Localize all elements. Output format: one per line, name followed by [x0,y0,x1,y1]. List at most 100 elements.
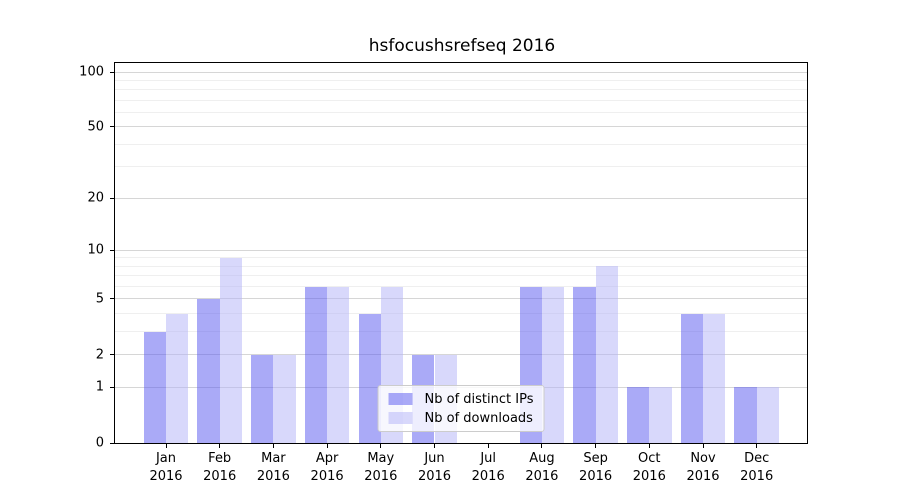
y-tick-mark [110,249,114,251]
bar-apr-distinct-ips [304,286,328,443]
legend-label-distinct-ips: Nb of distinct IPs [424,391,534,407]
bar-apr-downloads [327,286,350,443]
x-tick-label-year: 2016 [256,469,290,484]
x-tick-label-year: 2016 [632,469,666,484]
minor-gridline [115,79,807,81]
x-tick-label-month: Apr [315,451,339,466]
minor-gridline [115,144,807,145]
x-tick-label-month: Jun [424,451,445,466]
x-tick-mark [272,444,274,448]
y-tick-mark [110,197,114,199]
y-tick-mark [110,71,114,73]
x-tick-label-month: May [367,451,395,466]
bar-jan-downloads [166,313,189,443]
y-tick-label: 5 [95,291,104,307]
y-tick-label: 100 [79,64,104,80]
legend-item-downloads: Nb of downloads [388,410,534,426]
x-tick-label-year: 2016 [740,469,774,484]
minor-gridline [115,257,807,259]
legend-item-distinct-ips: Nb of distinct IPs [388,391,534,407]
x-tick-label: May 2016 [364,450,397,486]
x-tick-label: Nov 2016 [686,450,719,486]
x-tick-mark [648,444,650,448]
bar-mar-downloads [273,354,296,443]
y-tick-label: 20 [87,190,104,206]
x-tick-label: Mar 2016 [257,450,290,486]
legend-swatch-downloads-icon [388,412,413,424]
y-tick-label: 0 [95,435,104,451]
minor-gridline [115,286,807,288]
y-tick-mark [110,126,114,128]
x-tick-label-year: 2016 [579,469,613,484]
major-gridline [115,298,807,300]
x-tick-label-year: 2016 [310,469,344,484]
x-tick-label: Feb 2016 [203,450,236,486]
x-tick-mark [326,444,328,448]
y-tick-label: 2 [95,347,104,363]
y-tick-mark [110,386,114,388]
legend: Nb of distinct IPs Nb of downloads [377,385,545,432]
bar-feb-downloads [219,257,242,443]
x-tick-mark [434,444,435,448]
x-tick-label-month: Aug [529,451,555,466]
bar-oct-distinct-ips [627,387,650,443]
x-tick-label-month: Feb [208,451,232,466]
y-tick-mark [110,354,114,356]
legend-swatch-distinct-ips-icon [388,393,413,405]
bar-aug-downloads [541,286,565,443]
minor-gridline [115,331,807,333]
x-tick-mark [756,444,758,448]
bar-sep-distinct-ips [573,286,596,443]
x-tick-label-month: Jan [155,451,177,466]
x-tick-label-month: Mar [261,451,286,466]
major-gridline [115,71,807,73]
bar-may-distinct-ips [358,313,381,443]
x-tick-label-month: Jul [480,451,497,466]
x-tick-mark [702,444,704,448]
x-tick-label-year: 2016 [364,469,398,484]
x-tick-label: Jun 2016 [418,450,451,486]
x-tick-mark [487,444,489,448]
x-tick-label-year: 2016 [203,469,237,484]
legend-label-downloads: Nb of downloads [424,410,533,426]
bar-oct-downloads [649,387,672,443]
x-tick-mark [595,444,597,448]
minor-gridline [115,89,807,91]
x-tick-label: Dec 2016 [740,450,773,486]
bar-jan-distinct-ips [143,331,166,443]
x-tick-mark [541,444,543,448]
x-tick-mark [165,444,167,448]
bar-sep-downloads [595,266,618,443]
major-gridline [115,126,807,128]
minor-gridline [115,112,807,114]
x-tick-label: Jan 2016 [149,450,182,486]
x-tick-label-year: 2016 [525,469,559,484]
y-tick-label: 1 [95,379,104,395]
x-tick-label-month: Dec [744,451,770,466]
major-gridline [115,197,807,199]
plot-area: Nb of distinct IPs Nb of downloads [114,62,808,444]
x-tick-mark [380,444,382,448]
x-tick-label: Apr 2016 [311,450,344,486]
minor-gridline [115,313,807,315]
minor-gridline [115,166,807,168]
bar-dec-downloads [756,387,779,443]
y-tick-mark [110,298,114,300]
y-tick-mark [110,442,114,444]
chart-title: hsfocushsrefseq 2016 [368,36,556,56]
major-gridline [115,249,807,251]
x-tick-mark [219,444,221,448]
x-tick-label: Aug 2016 [525,450,558,486]
x-tick-label-month: Sep [583,451,608,466]
bar-feb-distinct-ips [197,298,220,443]
x-tick-label: Oct 2016 [633,450,666,486]
x-tick-label: Sep 2016 [579,450,612,486]
x-tick-label-year: 2016 [471,469,505,484]
x-tick-label-month: Nov [690,451,716,466]
x-tick-label-month: Oct [638,451,661,466]
x-tick-label: Jul 2016 [472,450,505,486]
y-tick-label: 50 [87,119,104,135]
x-tick-label-year: 2016 [149,469,183,484]
bar-nov-distinct-ips [680,313,703,443]
